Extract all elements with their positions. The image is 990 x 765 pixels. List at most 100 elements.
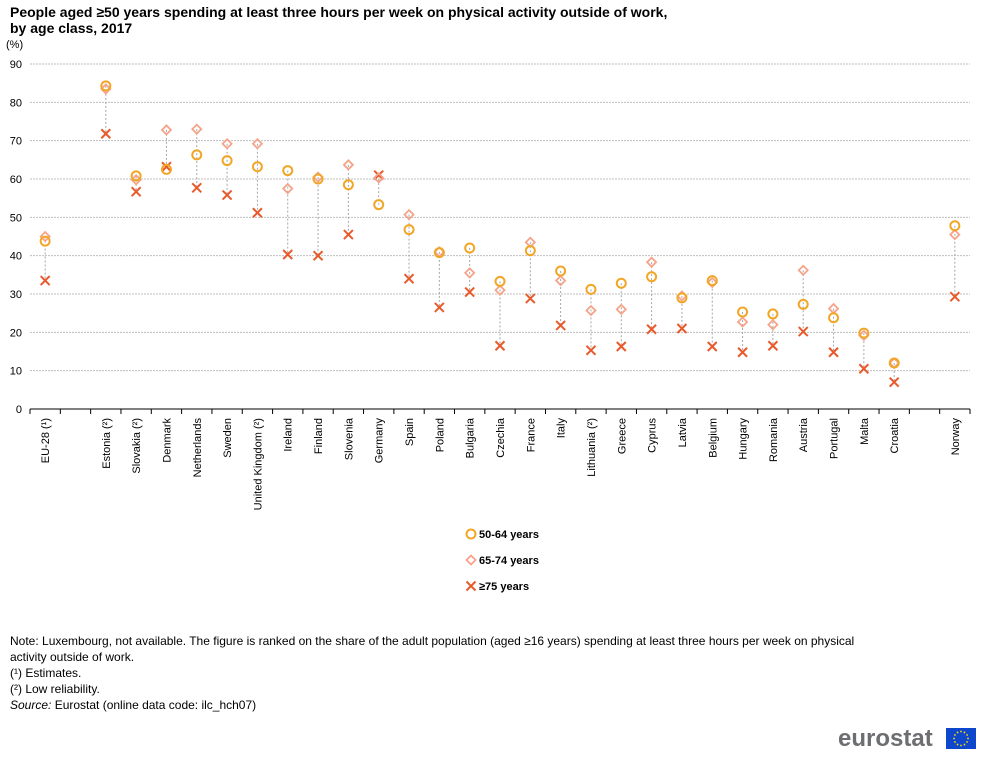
marker-cross [585, 345, 597, 356]
marker-diamond [342, 159, 355, 171]
marker-cross [494, 340, 506, 351]
marker-circle [888, 357, 900, 369]
marker-circle [585, 283, 597, 295]
flag-star [960, 744, 962, 747]
x-tick-label: Lithuania (²) [586, 418, 598, 477]
marker-circle [646, 271, 658, 283]
x-tick-label: Hungary [738, 418, 750, 460]
legend-marker-circle [465, 528, 477, 540]
source-text: Eurostat (online data code: ilc_hch07) [51, 698, 257, 712]
marker-circle [160, 163, 172, 175]
x-tick-label: Slovakia (²) [131, 418, 143, 474]
marker-diamond [949, 228, 961, 241]
marker-cross [676, 323, 688, 334]
marker-diamond [221, 137, 233, 150]
marker-cross [100, 128, 112, 139]
marker-cross [798, 326, 809, 337]
data-markers [39, 80, 961, 388]
marker-diamond [585, 304, 597, 317]
marker-diamond [736, 316, 749, 328]
chart-title-line2: by age class, 2017 [10, 20, 133, 36]
marker-cross [221, 189, 233, 201]
x-tick-label: Latvia [677, 417, 689, 447]
x-tick-label: Czechia [495, 417, 507, 458]
x-tick-label: Cyprus [647, 418, 659, 453]
chart-title: People aged ≥50 years spending at least … [10, 4, 770, 36]
marker-circle [100, 80, 112, 92]
marker-cross [312, 250, 324, 261]
marker-diamond [615, 303, 628, 316]
x-tick-label: Denmark [161, 418, 173, 463]
y-tick-label: 60 [10, 174, 22, 186]
x-tick-label: Malta [859, 417, 871, 445]
marker-diamond [645, 256, 658, 268]
marker-circle [524, 245, 536, 257]
x-tick-label: Finland [313, 418, 325, 454]
range-stems [44, 85, 956, 383]
legend-marker-diamond [465, 554, 477, 566]
flag-star [960, 730, 962, 733]
marker-cross [737, 347, 748, 358]
marker-cross [434, 302, 445, 313]
marker-circle [706, 275, 718, 287]
marker-cross [828, 347, 839, 358]
y-tick-label: 50 [10, 212, 22, 224]
marker-circle [39, 235, 51, 247]
y-tick-label: 0 [16, 404, 22, 416]
marker-diamond [494, 284, 506, 296]
marker-diamond [191, 123, 203, 135]
x-tick-label: Belgium [707, 418, 719, 458]
marker-circle [737, 306, 749, 318]
flag-star [963, 743, 966, 746]
x-tick-label: United Kingdom (²) [252, 418, 264, 510]
gridlines: 0 10 20 30 40 50 60 70 80 90 [10, 59, 971, 416]
x-tick-label: Poland [434, 418, 446, 452]
marker-cross [130, 186, 142, 197]
marker-cross [343, 229, 354, 240]
x-tick-label: Greece [616, 418, 628, 454]
axis-labels: EU-28 (¹) Estonia (²) Slovakia (²) Denmark N… [40, 417, 962, 510]
x-tick-label: Germany [374, 418, 386, 464]
marker-circle [373, 199, 385, 211]
flag-star [954, 741, 956, 743]
marker-cross [858, 363, 870, 374]
marker-circle [858, 327, 870, 339]
marker-cross [525, 293, 536, 304]
y-tick-label: 20 [10, 327, 22, 339]
flag-star [956, 731, 959, 734]
flag-star [954, 734, 956, 736]
marker-cross [252, 207, 263, 218]
x-tick-label: Slovenia [343, 417, 355, 460]
flag-star [967, 737, 969, 740]
marker-circle [251, 161, 263, 173]
x-tick-label: EU-28 (¹) [40, 418, 52, 463]
x-tick-label: Netherlands [192, 418, 204, 478]
marker-circle [676, 292, 688, 304]
chart-notes: Note: Luxembourg, not available. The fig… [10, 633, 890, 713]
marker-circle [221, 155, 233, 167]
source-label: Source: [10, 698, 52, 712]
marker-diamond [403, 208, 415, 221]
marker-circle [555, 265, 567, 277]
x-tick-label: Bulgaria [465, 417, 477, 458]
marker-circle [433, 247, 445, 259]
marker-diamond [100, 83, 112, 95]
flag-star [966, 734, 968, 736]
marker-circle [615, 277, 627, 289]
x-tick-label: Ireland [283, 418, 295, 452]
y-tick-label: 10 [10, 366, 22, 378]
y-axis-label: (%) [6, 39, 23, 51]
x-tick-label: Austria [798, 417, 810, 452]
marker-diamond [160, 124, 173, 136]
marker-circle [828, 312, 840, 324]
x-tick-label: Norway [950, 418, 962, 456]
x-tick-label: Estonia (²) [101, 418, 113, 469]
y-tick-label: 30 [10, 289, 22, 301]
y-tick-label: 40 [10, 251, 22, 263]
eurostat-wordmark: eurostat [838, 725, 933, 752]
marker-diamond [554, 274, 567, 287]
legend-label: ≥75 years [479, 581, 529, 593]
marker-circle [767, 308, 779, 320]
legend-label: 50-64 years [479, 529, 539, 541]
marker-circle [191, 149, 203, 161]
